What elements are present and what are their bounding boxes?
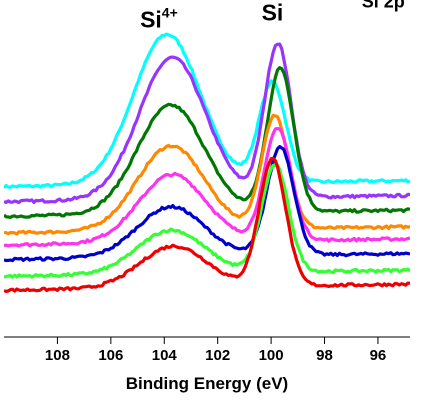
series-line-1 bbox=[4, 32, 410, 189]
x-tick-label: 102 bbox=[205, 347, 230, 364]
series-layer bbox=[4, 32, 410, 293]
x-tick-label: 100 bbox=[259, 347, 284, 364]
x-tick-label: 104 bbox=[152, 347, 178, 364]
si4-label: Si4+ bbox=[140, 4, 178, 32]
series-line-8 bbox=[4, 156, 410, 293]
si4-label-sup: 4+ bbox=[162, 4, 178, 20]
x-tick-label: 106 bbox=[98, 347, 123, 364]
si2p-label: Si 2p bbox=[362, 0, 405, 11]
series-line-3 bbox=[4, 65, 410, 219]
series-line-2 bbox=[4, 42, 410, 205]
si-label: Si bbox=[262, 0, 284, 26]
series-line-4 bbox=[4, 113, 410, 236]
si4-label-base: Si bbox=[140, 6, 162, 32]
x-tick-label: 98 bbox=[316, 347, 333, 364]
x-tick-label: 96 bbox=[370, 347, 387, 364]
series-line-7 bbox=[4, 163, 410, 279]
x-axis-label: Binding Energy (eV) bbox=[126, 374, 288, 393]
series-line-6 bbox=[4, 145, 410, 263]
series-line-5 bbox=[4, 127, 410, 248]
x-tick-label: 108 bbox=[45, 347, 70, 364]
x-ticks: 108 106 104 102 100 98 96 bbox=[45, 337, 386, 364]
